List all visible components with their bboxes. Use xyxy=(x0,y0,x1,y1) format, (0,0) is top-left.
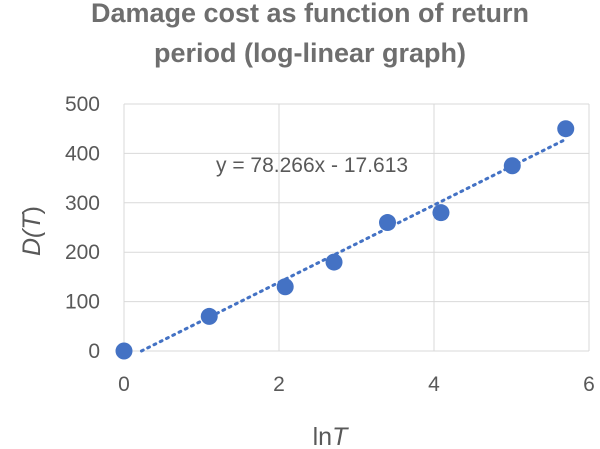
gridlines xyxy=(123,103,590,352)
x-tick-label: 6 xyxy=(583,373,595,396)
data-point xyxy=(115,342,133,360)
x-tick-label: 4 xyxy=(428,373,440,396)
x-axis-label: lnT xyxy=(313,423,349,449)
data-point xyxy=(432,204,450,222)
y-tick-label: 400 xyxy=(65,142,100,165)
y-tick-label: 100 xyxy=(65,291,100,314)
chart-title-line-1: Damage cost as function of return xyxy=(91,0,529,28)
y-tick-labels: 0 100 200 300 400 500 xyxy=(65,93,100,363)
y-axis-label: D(T) xyxy=(18,206,46,256)
y-tick-label: 500 xyxy=(65,93,100,116)
x-tick-label: 0 xyxy=(118,373,130,396)
chart-title-line-2: period (log-linear graph) xyxy=(154,38,466,68)
data-point xyxy=(276,278,294,296)
x-tick-label: 2 xyxy=(273,373,285,396)
trendline-equation: y = 78.266x - 17.613 xyxy=(216,154,408,177)
data-point xyxy=(379,214,396,232)
data-point xyxy=(325,253,343,271)
data-points xyxy=(115,120,575,360)
data-point xyxy=(503,157,521,175)
data-point xyxy=(557,120,575,138)
data-point xyxy=(200,307,218,325)
y-tick-label: 0 xyxy=(88,340,100,363)
y-tick-label: 200 xyxy=(65,241,100,264)
y-tick-label: 300 xyxy=(65,192,100,215)
x-tick-labels: 0 2 4 6 xyxy=(118,373,595,396)
